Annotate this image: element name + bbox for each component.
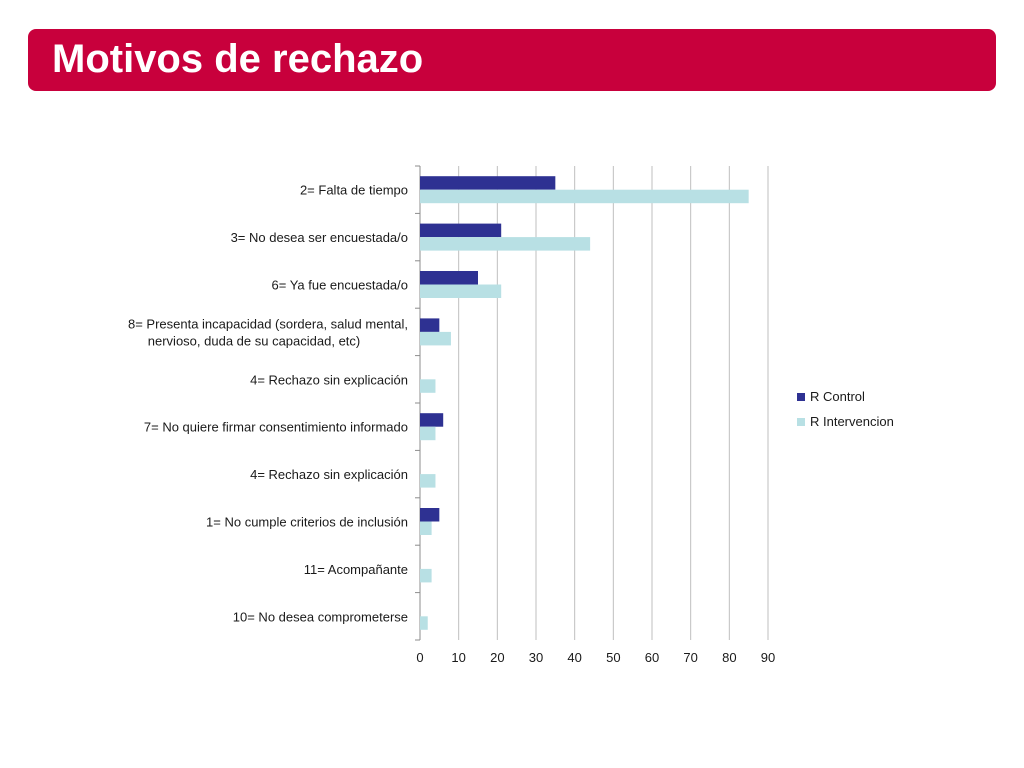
- bar-intervencion-3: [420, 331, 451, 346]
- bar-control-7: [420, 508, 440, 522]
- category-label-1: 3= No desea ser encuestada/o: [231, 230, 408, 245]
- category-label-9: 10= No desea comprometerse: [233, 609, 408, 624]
- bar-control-0: [420, 176, 556, 190]
- x-tick-label-20: 20: [490, 650, 504, 665]
- bar-control-3: [420, 318, 440, 332]
- x-tick-label-40: 40: [567, 650, 581, 665]
- legend-swatch-1: [797, 418, 805, 426]
- bar-control-1: [420, 223, 502, 238]
- title-banner: Motivos de rechazo: [28, 29, 996, 91]
- x-tick-label-50: 50: [606, 650, 620, 665]
- category-label-8: 11= Acompañante: [304, 562, 408, 577]
- x-tick-label-30: 30: [529, 650, 543, 665]
- bar-intervencion-4: [420, 379, 436, 393]
- category-label-3-line-0: 8= Presenta incapacidad (sordera, salud …: [128, 316, 408, 331]
- category-label-0: 2= Falta de tiempo: [300, 183, 408, 198]
- category-label-5: 7= No quiere firmar consentimiento infor…: [144, 420, 408, 435]
- category-label-7: 1= No cumple criterios de inclusión: [206, 515, 408, 530]
- legend-label-1: R Intervencion: [810, 414, 894, 429]
- x-tick-label-60: 60: [645, 650, 659, 665]
- x-tick-label-0: 0: [416, 650, 423, 665]
- x-tick-label-70: 70: [683, 650, 697, 665]
- bar-control-5: [420, 413, 444, 427]
- bar-intervencion-9: [420, 616, 428, 630]
- bar-intervencion-6: [420, 474, 436, 488]
- bar-intervencion-1: [420, 237, 591, 251]
- category-label-4: 4= Rechazo sin explicación: [250, 372, 408, 387]
- x-tick-label-10: 10: [451, 650, 465, 665]
- bar-intervencion-0: [420, 189, 749, 204]
- page-title: Motivos de rechazo: [52, 37, 424, 81]
- bar-intervencion-8: [420, 568, 432, 583]
- bar-intervencion-2: [420, 284, 502, 298]
- category-label-3-line-1: nervioso, duda de su capacidad, etc): [148, 333, 360, 348]
- legend-label-0: R Control: [810, 389, 865, 404]
- x-tick-label-80: 80: [722, 650, 736, 665]
- bar-control-2: [420, 271, 478, 285]
- x-tick-label-90: 90: [761, 650, 775, 665]
- bar-intervencion-5: [420, 426, 436, 441]
- category-label-6: 4= Rechazo sin explicación: [250, 467, 408, 482]
- bar-intervencion-7: [420, 521, 432, 535]
- category-label-2: 6= Ya fue encuestada/o: [272, 278, 409, 293]
- legend-swatch-0: [797, 393, 805, 401]
